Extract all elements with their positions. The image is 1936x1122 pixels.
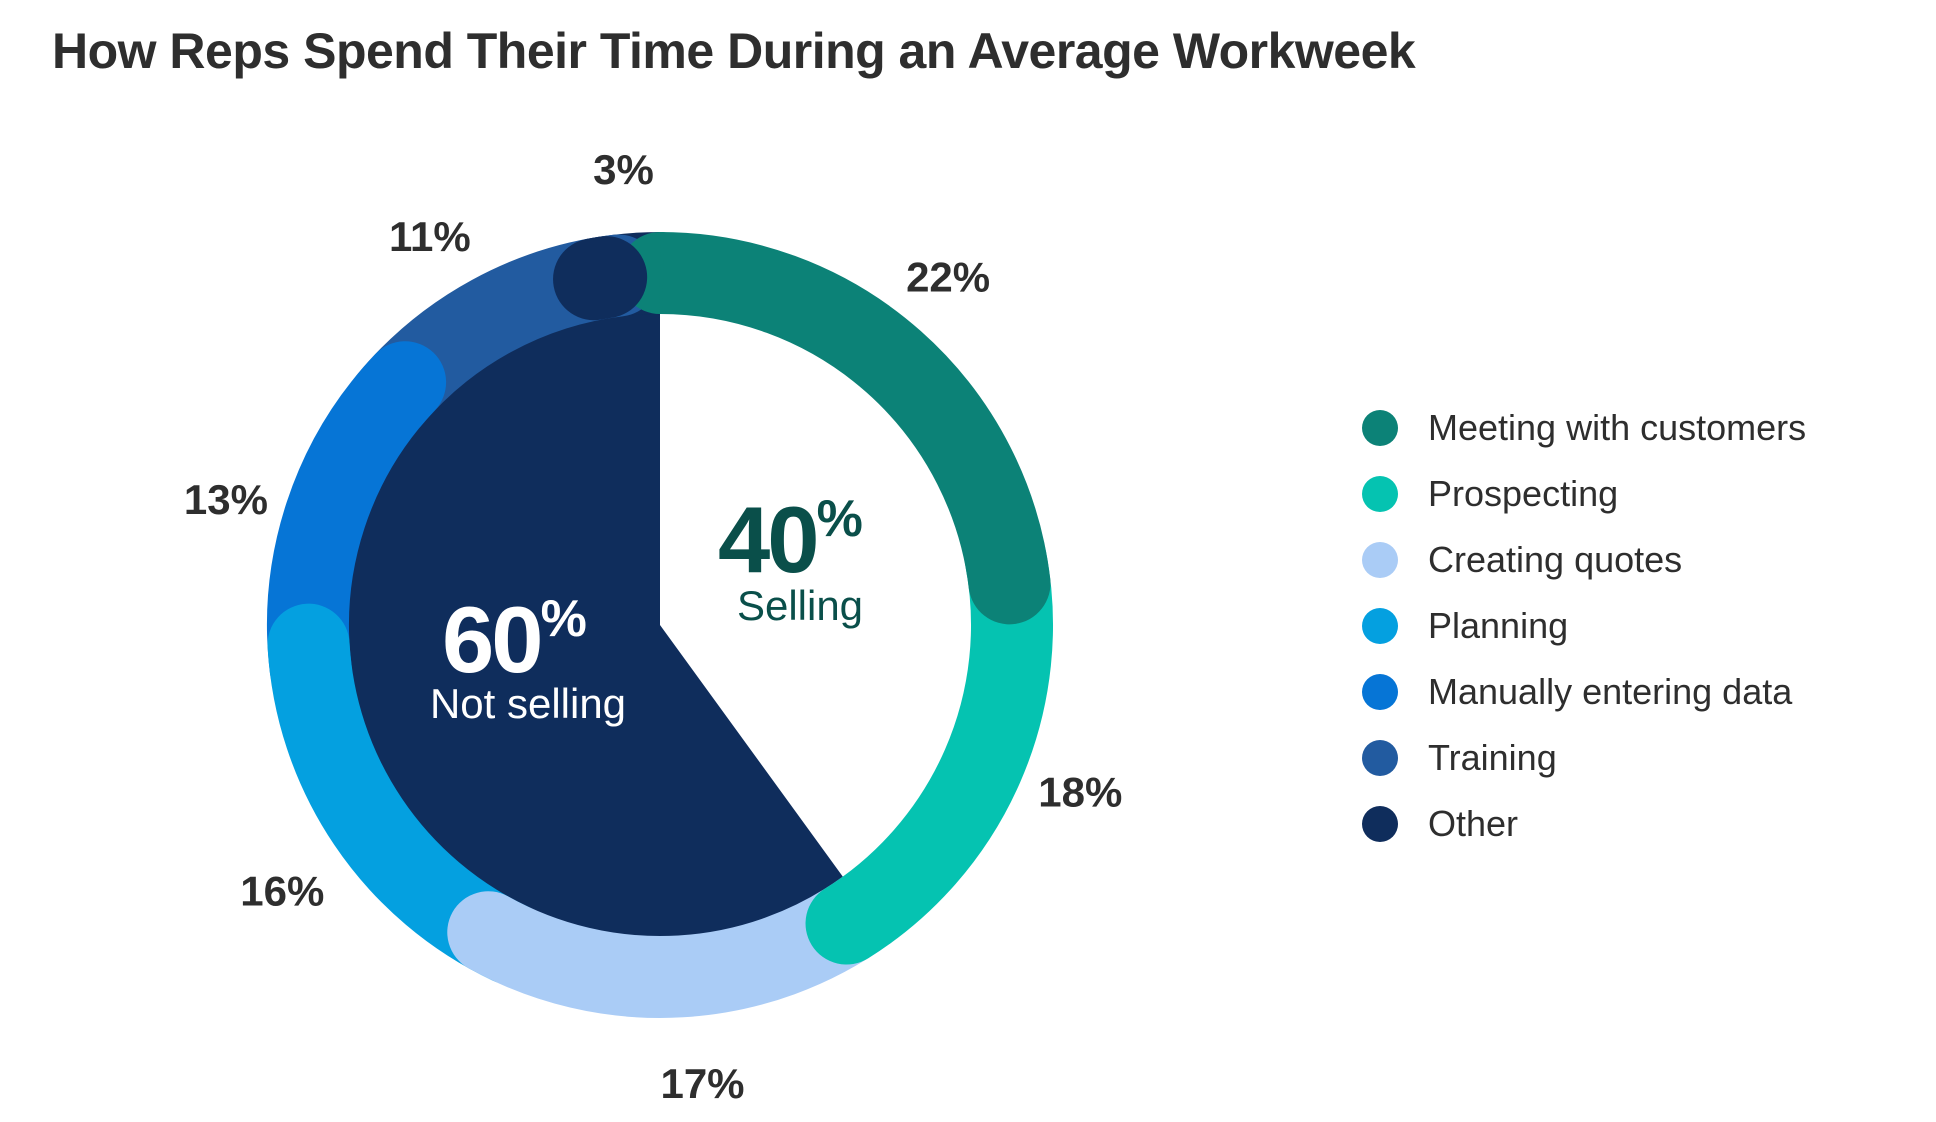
not-selling-percent-value: 60 (442, 587, 541, 692)
not-selling-percent-sign: % (541, 590, 586, 648)
legend-swatch (1362, 476, 1398, 512)
percent-label-manually-entering-data: 13% (184, 476, 268, 523)
legend-label: Training (1428, 737, 1557, 778)
selling-percent-value: 40 (718, 487, 817, 592)
selling-percent-sign: % (817, 490, 862, 548)
chart-title: How Reps Spend Their Time During an Aver… (52, 23, 1416, 79)
legend-label: Meeting with customers (1428, 407, 1807, 448)
legend-label: Creating quotes (1428, 539, 1683, 580)
legend-item-creating-quotes: Creating quotes (1362, 527, 1806, 593)
legend-swatch (1362, 674, 1398, 710)
legend-item-manually-entering-data: Manually entering data (1362, 659, 1806, 725)
legend-swatch (1362, 608, 1398, 644)
legend-swatch (1362, 542, 1398, 578)
percent-label-other: 3% (593, 146, 654, 193)
ring-segment-meeting-with-customers (619, 232, 1051, 625)
legend-label: Prospecting (1428, 473, 1619, 514)
legend-item-other: Other (1362, 791, 1806, 857)
selling-label: Selling (737, 582, 863, 629)
not-selling-label: Not selling (430, 680, 626, 727)
ring-segments (267, 231, 1053, 1018)
percent-label-creating-quotes: 17% (660, 1060, 744, 1107)
legend-item-prospecting: Prospecting (1362, 461, 1806, 527)
legend: Meeting with customers Prospecting Creatin… (1362, 395, 1806, 857)
legend-label: Planning (1428, 605, 1569, 646)
percent-labels: 22% 18% 17% 16% 13% 11% 3% (184, 146, 1122, 1107)
percent-label-prospecting: 18% (1038, 768, 1122, 815)
percent-label-meeting-with-customers: 22% (906, 254, 990, 301)
selling-percentage: 40% (718, 487, 862, 592)
legend-swatch (1362, 806, 1398, 842)
legend-item-meeting-with-customers: Meeting with customers (1362, 395, 1806, 461)
legend-label: Other (1428, 803, 1519, 844)
legend-label: Manually entering data (1428, 671, 1793, 712)
legend-item-training: Training (1362, 725, 1806, 791)
not-selling-percentage: 60% (442, 587, 586, 692)
legend-swatch (1362, 410, 1398, 446)
percent-label-planning: 16% (240, 868, 324, 915)
percent-label-training: 11% (389, 213, 471, 260)
legend-item-planning: Planning (1362, 593, 1806, 659)
ring-segment-other-cap (553, 236, 648, 321)
legend-swatch (1362, 740, 1398, 776)
not-selling-wedge (346, 312, 844, 938)
